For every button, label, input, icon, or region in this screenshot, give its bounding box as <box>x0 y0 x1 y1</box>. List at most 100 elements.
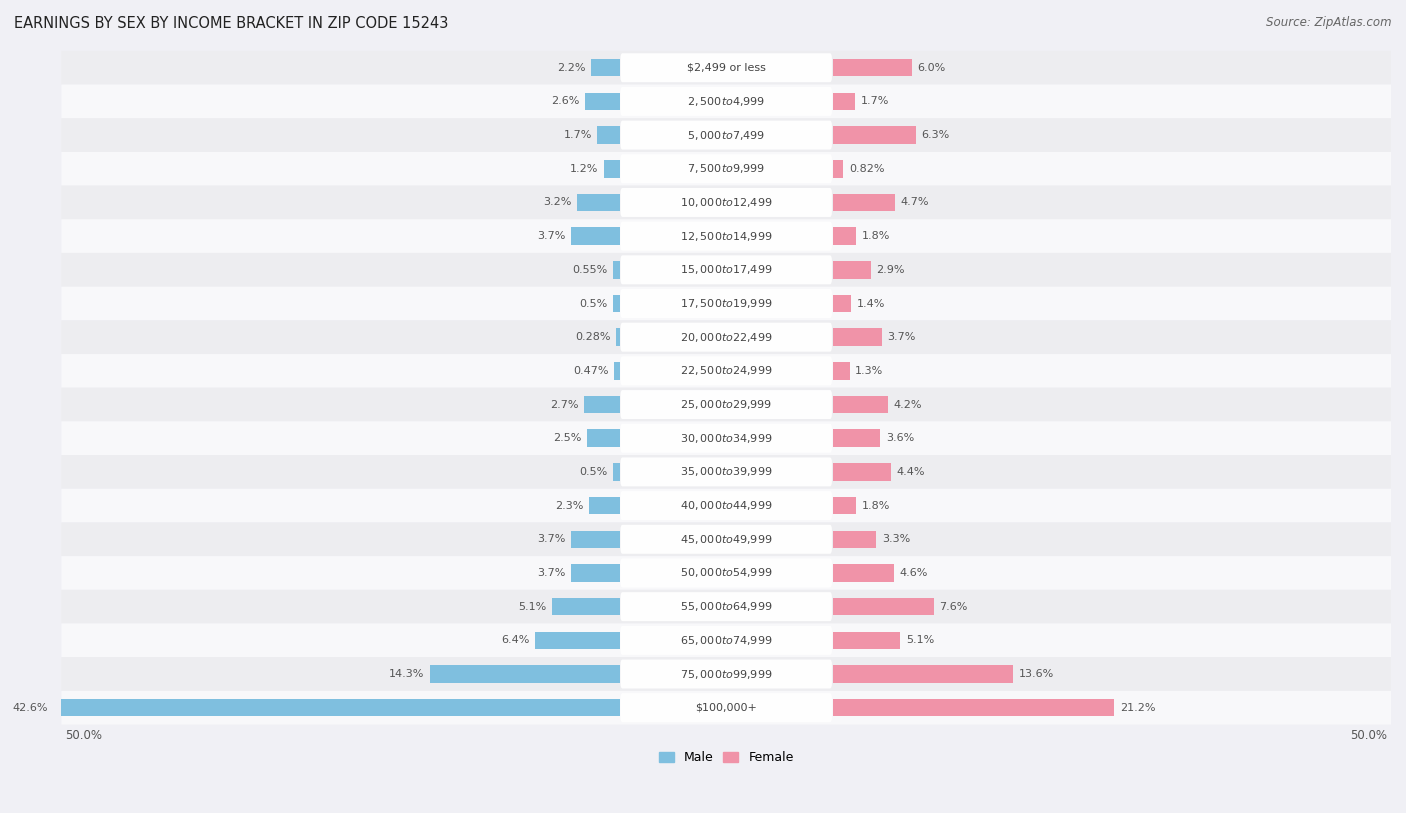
Text: 2.2%: 2.2% <box>557 63 585 72</box>
FancyBboxPatch shape <box>620 154 832 183</box>
Text: $25,000 to $29,999: $25,000 to $29,999 <box>681 398 772 411</box>
Text: 5.1%: 5.1% <box>519 602 547 611</box>
Bar <box>832 93 855 111</box>
Bar <box>598 126 620 144</box>
Text: 1.2%: 1.2% <box>571 163 599 174</box>
FancyBboxPatch shape <box>62 421 1391 455</box>
Bar <box>832 328 882 346</box>
FancyBboxPatch shape <box>620 255 832 285</box>
Text: 1.7%: 1.7% <box>564 130 592 140</box>
FancyBboxPatch shape <box>62 691 1391 724</box>
Text: 0.55%: 0.55% <box>572 265 607 275</box>
Bar <box>571 531 620 548</box>
Bar <box>832 665 1014 683</box>
Text: 3.7%: 3.7% <box>537 568 565 578</box>
Bar <box>603 160 620 177</box>
Bar <box>832 429 880 447</box>
Bar <box>832 531 876 548</box>
Bar <box>534 632 620 649</box>
Bar <box>832 497 856 515</box>
FancyBboxPatch shape <box>620 390 832 419</box>
Bar <box>430 665 620 683</box>
FancyBboxPatch shape <box>62 185 1391 220</box>
Text: 6.3%: 6.3% <box>922 130 950 140</box>
Text: 4.4%: 4.4% <box>897 467 925 477</box>
Bar <box>832 598 934 615</box>
FancyBboxPatch shape <box>62 85 1391 118</box>
Bar <box>571 564 620 582</box>
Text: 0.28%: 0.28% <box>575 333 610 342</box>
FancyBboxPatch shape <box>62 118 1391 152</box>
Text: 3.2%: 3.2% <box>544 198 572 207</box>
Text: 0.5%: 0.5% <box>579 298 607 308</box>
Text: 4.7%: 4.7% <box>900 198 929 207</box>
FancyBboxPatch shape <box>620 626 832 654</box>
Text: 13.6%: 13.6% <box>1019 669 1054 679</box>
Bar <box>832 59 912 76</box>
FancyBboxPatch shape <box>62 624 1391 657</box>
Bar <box>578 193 620 211</box>
Text: $12,500 to $14,999: $12,500 to $14,999 <box>681 229 772 242</box>
Bar <box>832 396 889 413</box>
Bar <box>616 328 620 346</box>
Text: $7,500 to $9,999: $7,500 to $9,999 <box>688 163 765 176</box>
Text: 6.4%: 6.4% <box>501 635 530 646</box>
Text: 2.3%: 2.3% <box>555 501 583 511</box>
Text: 2.7%: 2.7% <box>550 399 579 410</box>
Text: $15,000 to $17,499: $15,000 to $17,499 <box>681 263 772 276</box>
Bar <box>553 598 620 615</box>
FancyBboxPatch shape <box>620 188 832 217</box>
Text: 3.7%: 3.7% <box>537 231 565 241</box>
FancyBboxPatch shape <box>62 589 1391 624</box>
Text: 14.3%: 14.3% <box>389 669 425 679</box>
Text: $22,500 to $24,999: $22,500 to $24,999 <box>681 364 772 377</box>
Text: 3.3%: 3.3% <box>882 534 910 544</box>
FancyBboxPatch shape <box>620 525 832 554</box>
Text: $20,000 to $22,499: $20,000 to $22,499 <box>681 331 772 344</box>
FancyBboxPatch shape <box>62 556 1391 589</box>
Text: $35,000 to $39,999: $35,000 to $39,999 <box>681 465 772 478</box>
Text: 42.6%: 42.6% <box>13 702 48 713</box>
Text: $2,500 to $4,999: $2,500 to $4,999 <box>688 95 765 108</box>
Bar <box>613 463 620 480</box>
Bar <box>571 228 620 245</box>
Text: $50,000 to $54,999: $50,000 to $54,999 <box>681 567 772 580</box>
Bar <box>832 362 849 380</box>
FancyBboxPatch shape <box>620 491 832 520</box>
Text: 5.1%: 5.1% <box>905 635 934 646</box>
Bar <box>613 295 620 312</box>
Bar <box>613 362 620 380</box>
Text: 7.6%: 7.6% <box>939 602 967 611</box>
Text: $2,499 or less: $2,499 or less <box>686 63 766 72</box>
Text: $10,000 to $12,499: $10,000 to $12,499 <box>681 196 772 209</box>
Bar <box>832 463 891 480</box>
Bar <box>586 429 620 447</box>
Bar <box>832 564 894 582</box>
FancyBboxPatch shape <box>620 53 832 82</box>
Bar <box>832 699 1115 716</box>
Text: 0.82%: 0.82% <box>849 163 884 174</box>
Text: $75,000 to $99,999: $75,000 to $99,999 <box>681 667 772 680</box>
Bar <box>589 497 620 515</box>
Text: $30,000 to $34,999: $30,000 to $34,999 <box>681 432 772 445</box>
Bar <box>585 93 620 111</box>
FancyBboxPatch shape <box>62 152 1391 185</box>
Text: 2.5%: 2.5% <box>553 433 581 443</box>
Text: 21.2%: 21.2% <box>1119 702 1156 713</box>
FancyBboxPatch shape <box>620 87 832 116</box>
Bar <box>832 632 900 649</box>
Text: $55,000 to $64,999: $55,000 to $64,999 <box>681 600 772 613</box>
Text: 1.4%: 1.4% <box>856 298 884 308</box>
Text: 4.6%: 4.6% <box>898 568 928 578</box>
Bar <box>591 59 620 76</box>
Bar <box>583 396 620 413</box>
Bar <box>53 699 620 716</box>
Bar <box>832 261 872 279</box>
Text: 4.2%: 4.2% <box>894 399 922 410</box>
Text: 6.0%: 6.0% <box>918 63 946 72</box>
Text: 3.7%: 3.7% <box>887 333 915 342</box>
FancyBboxPatch shape <box>620 323 832 352</box>
Text: 0.5%: 0.5% <box>579 467 607 477</box>
FancyBboxPatch shape <box>620 289 832 318</box>
FancyBboxPatch shape <box>62 320 1391 354</box>
